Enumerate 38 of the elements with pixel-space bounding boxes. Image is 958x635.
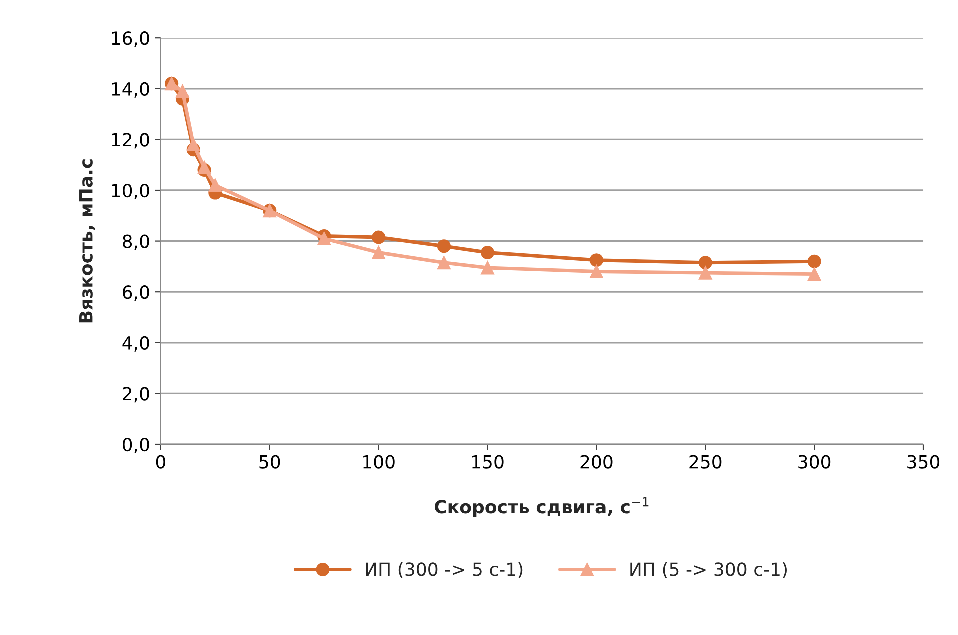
point [198, 160, 212, 174]
y-tick-label: 6,0 [123, 286, 150, 302]
point [590, 265, 604, 279]
y-tick-label: 16,0 [112, 32, 150, 48]
legend-label: ИП (5 -> 300 с-1) [630, 562, 787, 578]
point [480, 246, 495, 260]
y-tick-label: 0,0 [123, 438, 150, 454]
x-tick-label: 350 [908, 455, 940, 469]
x-tick-label: 200 [580, 455, 613, 469]
y-tick-label: 12,0 [112, 133, 150, 149]
x-tick-label: 0 [156, 455, 166, 469]
x-tick-label: 250 [690, 455, 722, 469]
point [698, 266, 712, 280]
x-axis-title: Скорость сдвига, с$^{−1}$ [434, 497, 649, 518]
point [437, 240, 451, 254]
x-tick-label: 100 [364, 455, 395, 469]
legend-label: ИП (300 -> 5 с-1) [366, 562, 523, 578]
x-tick-label: 150 [472, 455, 504, 469]
point [590, 254, 604, 268]
y-tick-label: 2,0 [123, 387, 150, 403]
y-tick-label: 10,0 [112, 184, 150, 200]
point [808, 254, 822, 268]
point [808, 268, 822, 282]
y-axis-title: Вязкость, мПа.с [80, 160, 96, 323]
point [208, 178, 222, 192]
point [318, 232, 332, 246]
point [176, 84, 190, 98]
x-tick-label: 50 [260, 455, 280, 469]
point [480, 261, 495, 275]
y-tick-label: 4,0 [122, 336, 150, 352]
point [437, 256, 451, 270]
point [372, 246, 386, 260]
y-tick-label: 14,0 [112, 82, 150, 98]
point [698, 256, 712, 270]
x-tick-label: 300 [798, 455, 831, 469]
y-tick-label: 8,0 [123, 234, 150, 250]
point [186, 138, 200, 152]
point [372, 230, 386, 244]
